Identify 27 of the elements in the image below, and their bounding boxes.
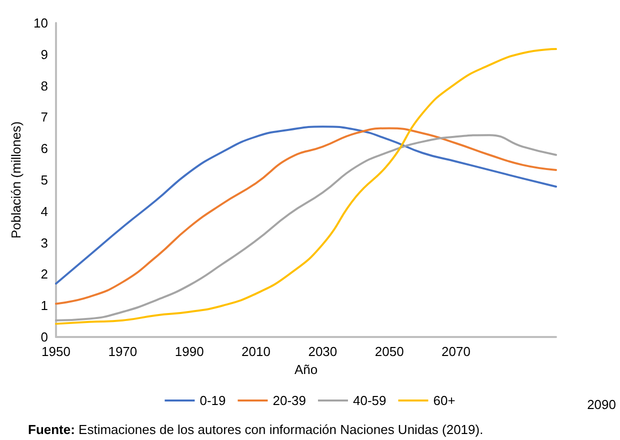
y-tick-label: 8 (40, 78, 48, 94)
legend-label: 20-39 (272, 393, 306, 408)
x-tick-label: 2050 (374, 344, 404, 359)
y-tick-label: 5 (40, 172, 48, 188)
y-tick-label: 2 (40, 266, 48, 282)
x-tick-label: 1950 (42, 344, 70, 359)
y-tick-label: 0 (40, 330, 48, 344)
y-tick-label: 4 (40, 204, 48, 219)
x-tick-label: 1970 (108, 344, 138, 359)
text: 2090 (587, 397, 616, 412)
y-tick-label: 3 (40, 235, 48, 250)
x-tick-label: 1990 (174, 344, 204, 359)
y-tick-label: 1 (40, 298, 48, 314)
y-tick-label: 7 (40, 110, 48, 125)
legend-label: 60+ (433, 393, 456, 408)
legend-label: 0-19 (200, 393, 226, 408)
x-axis-title: Año (294, 362, 318, 377)
y-tick-label: 6 (40, 141, 48, 156)
line-series (55, 48, 557, 325)
x-tick-label: 2010 (242, 344, 270, 359)
source-note: Fuente: Estimaciones de los autores con información Naciones Unidas (2019). (28, 422, 484, 437)
legend-label: 40-59 (352, 393, 386, 408)
y-axis-title: Población (millones) (8, 121, 24, 239)
x-tick-label: 2070 (442, 344, 470, 359)
x-tick-label: 2030 (308, 344, 338, 359)
y-tick-label: 10 (34, 16, 48, 30)
y-tick-label: 9 (40, 46, 48, 62)
